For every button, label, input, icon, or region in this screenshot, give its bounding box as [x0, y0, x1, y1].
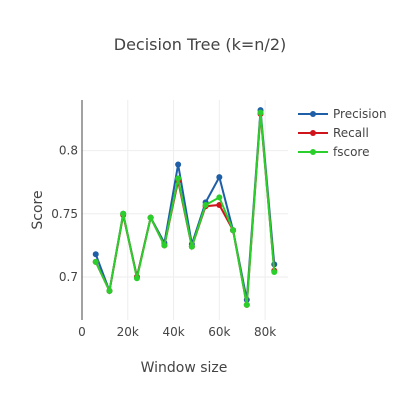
- y-axis-title: Score: [30, 190, 46, 229]
- x-tick-label-40k: 40k: [162, 325, 184, 339]
- data-point-fscore[interactable]: [147, 214, 154, 221]
- series-line-precision: [94, 110, 276, 300]
- x-tick-label-60k: 60k: [208, 325, 230, 339]
- data-point-fscore[interactable]: [106, 287, 113, 294]
- legend-item-precision[interactable]: Precision: [298, 107, 387, 121]
- legend[interactable]: Precision Recall fscore: [298, 107, 387, 159]
- data-point-fscore[interactable]: [120, 210, 127, 217]
- data-point-fscore[interactable]: [161, 242, 168, 249]
- data-point-fscore[interactable]: [243, 301, 250, 308]
- legend-swatch-marker-recall: [310, 130, 316, 136]
- x-axis-title: Window size: [141, 360, 228, 376]
- y-axis-ticks: 0.7 0.75 0.8: [51, 144, 78, 284]
- data-point-fscore[interactable]: [230, 227, 237, 234]
- x-axis-ticks: 0 20k 40k 60k 80k: [78, 325, 276, 339]
- legend-item-fscore[interactable]: fscore: [298, 145, 369, 159]
- data-point-fscore[interactable]: [271, 268, 278, 275]
- data-point-precision[interactable]: [92, 251, 99, 258]
- y-tick-label-0-75: 0.75: [51, 207, 78, 221]
- data-point-fscore[interactable]: [216, 194, 223, 201]
- legend-label-precision: Precision: [333, 107, 387, 121]
- x-tick-label-0: 0: [78, 325, 86, 339]
- y-tick-label-0-7: 0.7: [59, 270, 78, 284]
- chart-title: Decision Tree (k=n/2): [114, 35, 287, 54]
- data-point-fscore[interactable]: [202, 201, 209, 208]
- legend-item-recall[interactable]: Recall: [298, 126, 369, 140]
- x-tick-label-80k: 80k: [254, 325, 276, 339]
- series-fscore: [92, 109, 278, 308]
- data-point-fscore[interactable]: [92, 258, 99, 265]
- series-layer: [92, 107, 278, 308]
- legend-swatch-marker-precision: [310, 111, 316, 117]
- legend-label-fscore: fscore: [333, 145, 369, 159]
- data-point-precision[interactable]: [216, 174, 223, 181]
- data-point-fscore[interactable]: [257, 109, 264, 116]
- data-point-fscore[interactable]: [188, 243, 195, 250]
- legend-swatch-marker-fscore: [310, 149, 316, 155]
- legend-label-recall: Recall: [333, 126, 369, 140]
- data-point-precision[interactable]: [175, 161, 182, 168]
- y-tick-label-0-8: 0.8: [59, 144, 78, 158]
- data-point-fscore[interactable]: [133, 275, 140, 282]
- x-tick-label-20k: 20k: [117, 325, 139, 339]
- data-point-fscore[interactable]: [175, 175, 182, 182]
- series-line-fscore: [94, 112, 276, 306]
